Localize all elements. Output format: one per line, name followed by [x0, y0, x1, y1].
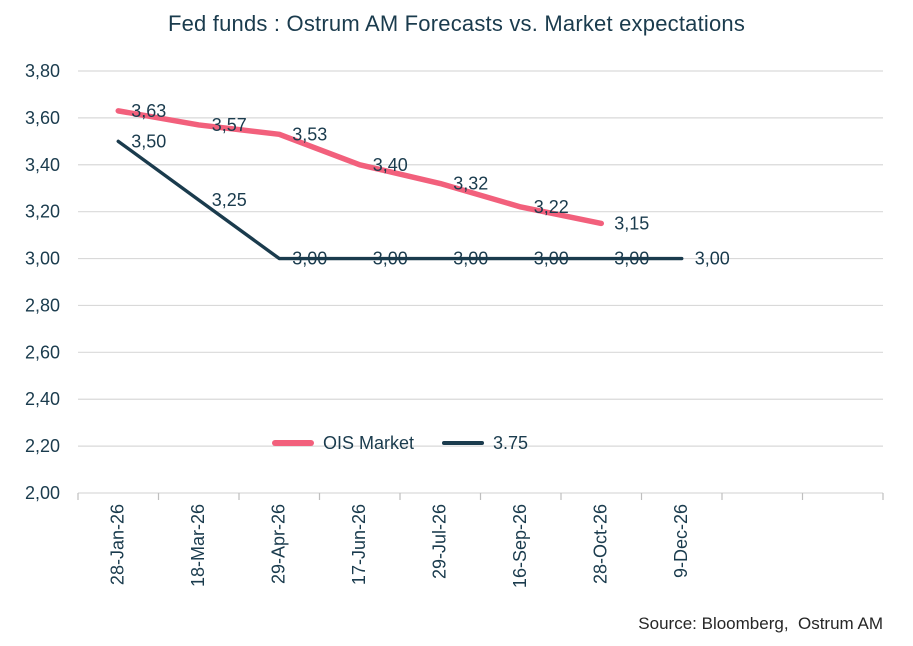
- source-note: Source: Bloomberg, Ostrum AM: [638, 614, 883, 633]
- data-label: 3,15: [614, 213, 649, 233]
- legend-item-ois-market: OIS Market: [272, 433, 414, 454]
- y-axis-label: 3,60: [25, 108, 60, 128]
- y-axis-label: 3,40: [25, 155, 60, 175]
- ois-market-line-swatch: [272, 440, 314, 446]
- data-label: 3,00: [453, 249, 488, 269]
- x-axis-label: 28-Oct-26: [590, 504, 610, 584]
- y-axis-label: 2,80: [25, 295, 60, 315]
- data-label: 3,00: [695, 249, 730, 269]
- x-axis-label: 28-Jan-26: [107, 504, 127, 585]
- data-label: 3,25: [212, 190, 247, 210]
- data-label: 3,53: [292, 124, 327, 144]
- y-axis-label: 3,00: [25, 249, 60, 269]
- x-axis-label: 18-Mar-26: [188, 504, 208, 587]
- y-axis-label: 2,60: [25, 342, 60, 362]
- series-line-3-75: [116, 139, 684, 261]
- legend-item-forecast: 3.75: [442, 433, 528, 454]
- y-axis-label: 2,00: [25, 483, 60, 503]
- y-axis-label: 3,20: [25, 202, 60, 222]
- data-label: 3,63: [131, 101, 166, 121]
- chart-title: Fed funds : Ostrum AM Forecasts vs. Mark…: [167, 11, 746, 36]
- legend-label-ois-market: OIS Market: [323, 432, 415, 453]
- forecast-line-swatch: [442, 441, 485, 445]
- x-axis-label: 29-Apr-26: [268, 504, 288, 584]
- legend: OIS Market 3.75: [272, 430, 528, 456]
- legend-label-forecast: 3.75: [493, 432, 529, 453]
- data-label: 3,22: [534, 197, 569, 217]
- x-axis-label: 9-Dec-26: [671, 504, 691, 578]
- data-label: 3,00: [534, 249, 569, 269]
- data-label: 3,32: [453, 174, 488, 194]
- x-axis-label: 16-Sep-26: [510, 504, 530, 588]
- y-axis-label: 3,80: [25, 61, 60, 81]
- series-line-ois-market: [115, 108, 604, 227]
- y-axis-label: 2,40: [25, 389, 60, 409]
- data-label: 3,00: [373, 249, 408, 269]
- data-label: 3,40: [373, 155, 408, 175]
- data-label: 3,50: [131, 131, 166, 151]
- y-axis-label: 2,20: [25, 436, 60, 456]
- data-label: 3,57: [212, 115, 247, 135]
- x-axis-label: 29-Jul-26: [429, 504, 449, 579]
- data-label: 3,00: [614, 249, 649, 269]
- data-label: 3,00: [292, 249, 327, 269]
- x-axis-label: 17-Jun-26: [349, 504, 369, 585]
